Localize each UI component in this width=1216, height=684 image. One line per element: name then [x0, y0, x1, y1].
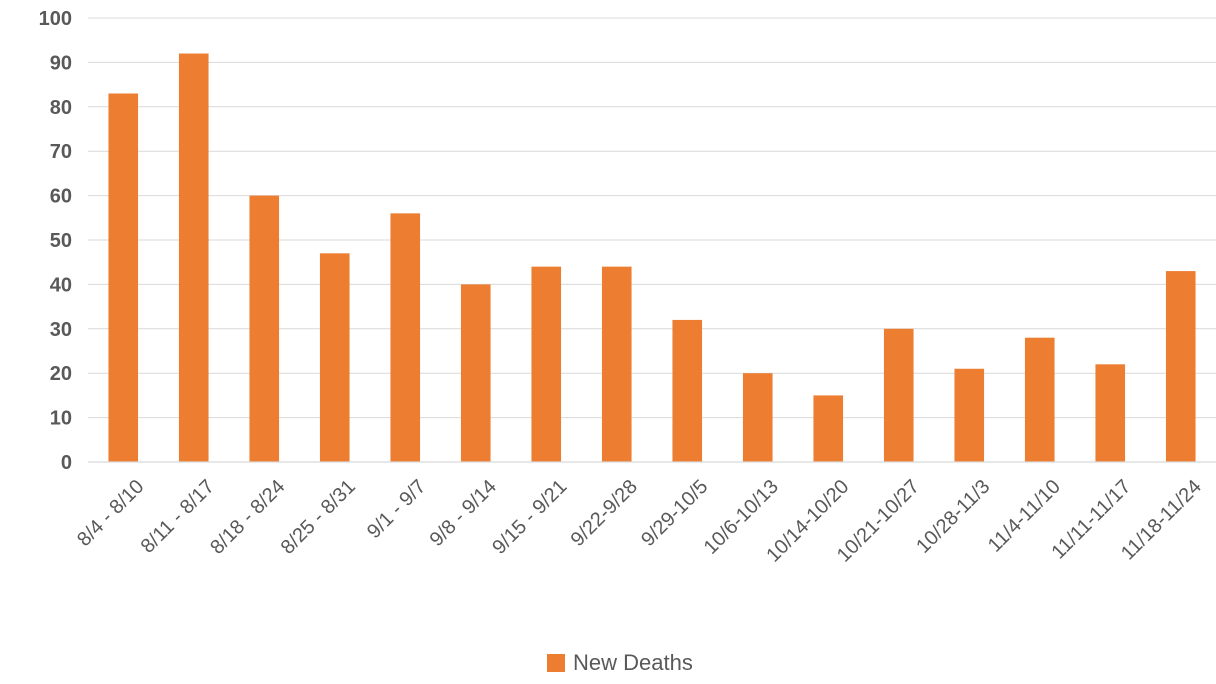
bar — [390, 213, 421, 462]
legend: New Deaths — [547, 650, 693, 675]
x-tick-label: 8/18 - 8/24 — [206, 476, 289, 559]
y-tick-label: 50 — [50, 230, 72, 252]
bar — [1024, 337, 1055, 462]
y-axis-ticks: 0 10 20 30 40 50 60 70 80 90 100 — [39, 8, 72, 474]
bar — [249, 195, 280, 462]
y-tick-label: 60 — [50, 186, 72, 208]
x-tick-label: 9/22-9/28 — [567, 476, 642, 551]
y-tick-label: 40 — [50, 274, 72, 296]
bars — [108, 53, 1196, 463]
x-tick-label: 10/28-11/3 — [912, 476, 994, 558]
bar — [460, 284, 491, 462]
legend-swatch — [547, 654, 565, 672]
x-tick-label: 9/1 - 9/7 — [363, 476, 430, 543]
x-tick-label: 8/11 - 8/17 — [137, 476, 219, 558]
bar — [1095, 364, 1126, 462]
y-tick-label: 0 — [61, 452, 72, 474]
y-tick-label: 80 — [50, 97, 72, 119]
y-tick-label: 10 — [50, 408, 72, 430]
bar — [108, 93, 139, 462]
bar — [319, 253, 350, 462]
x-tick-label: 8/4 - 8/10 — [73, 476, 148, 551]
y-tick-label: 20 — [50, 363, 72, 385]
bar — [672, 319, 703, 462]
y-tick-label: 90 — [50, 52, 72, 74]
x-tick-label: 9/29-10/5 — [637, 476, 712, 551]
bar — [883, 328, 914, 462]
bar — [531, 266, 562, 462]
bar — [1165, 271, 1196, 462]
bar — [813, 395, 844, 462]
y-tick-label: 30 — [50, 319, 72, 341]
bar — [178, 53, 209, 463]
x-axis-ticks: 8/4 - 8/108/11 - 8/178/18 - 8/248/25 - 8… — [73, 476, 1206, 567]
bar — [601, 266, 632, 462]
x-tick-label: 8/25 - 8/31 — [277, 476, 360, 559]
legend-label: New Deaths — [573, 650, 693, 675]
bar — [954, 368, 985, 462]
y-tick-label: 100 — [39, 8, 72, 30]
x-tick-label: 9/15 - 9/21 — [488, 476, 571, 559]
bar — [742, 373, 773, 462]
x-tick-label: 9/8 - 9/14 — [426, 476, 501, 551]
y-tick-label: 70 — [50, 141, 72, 163]
